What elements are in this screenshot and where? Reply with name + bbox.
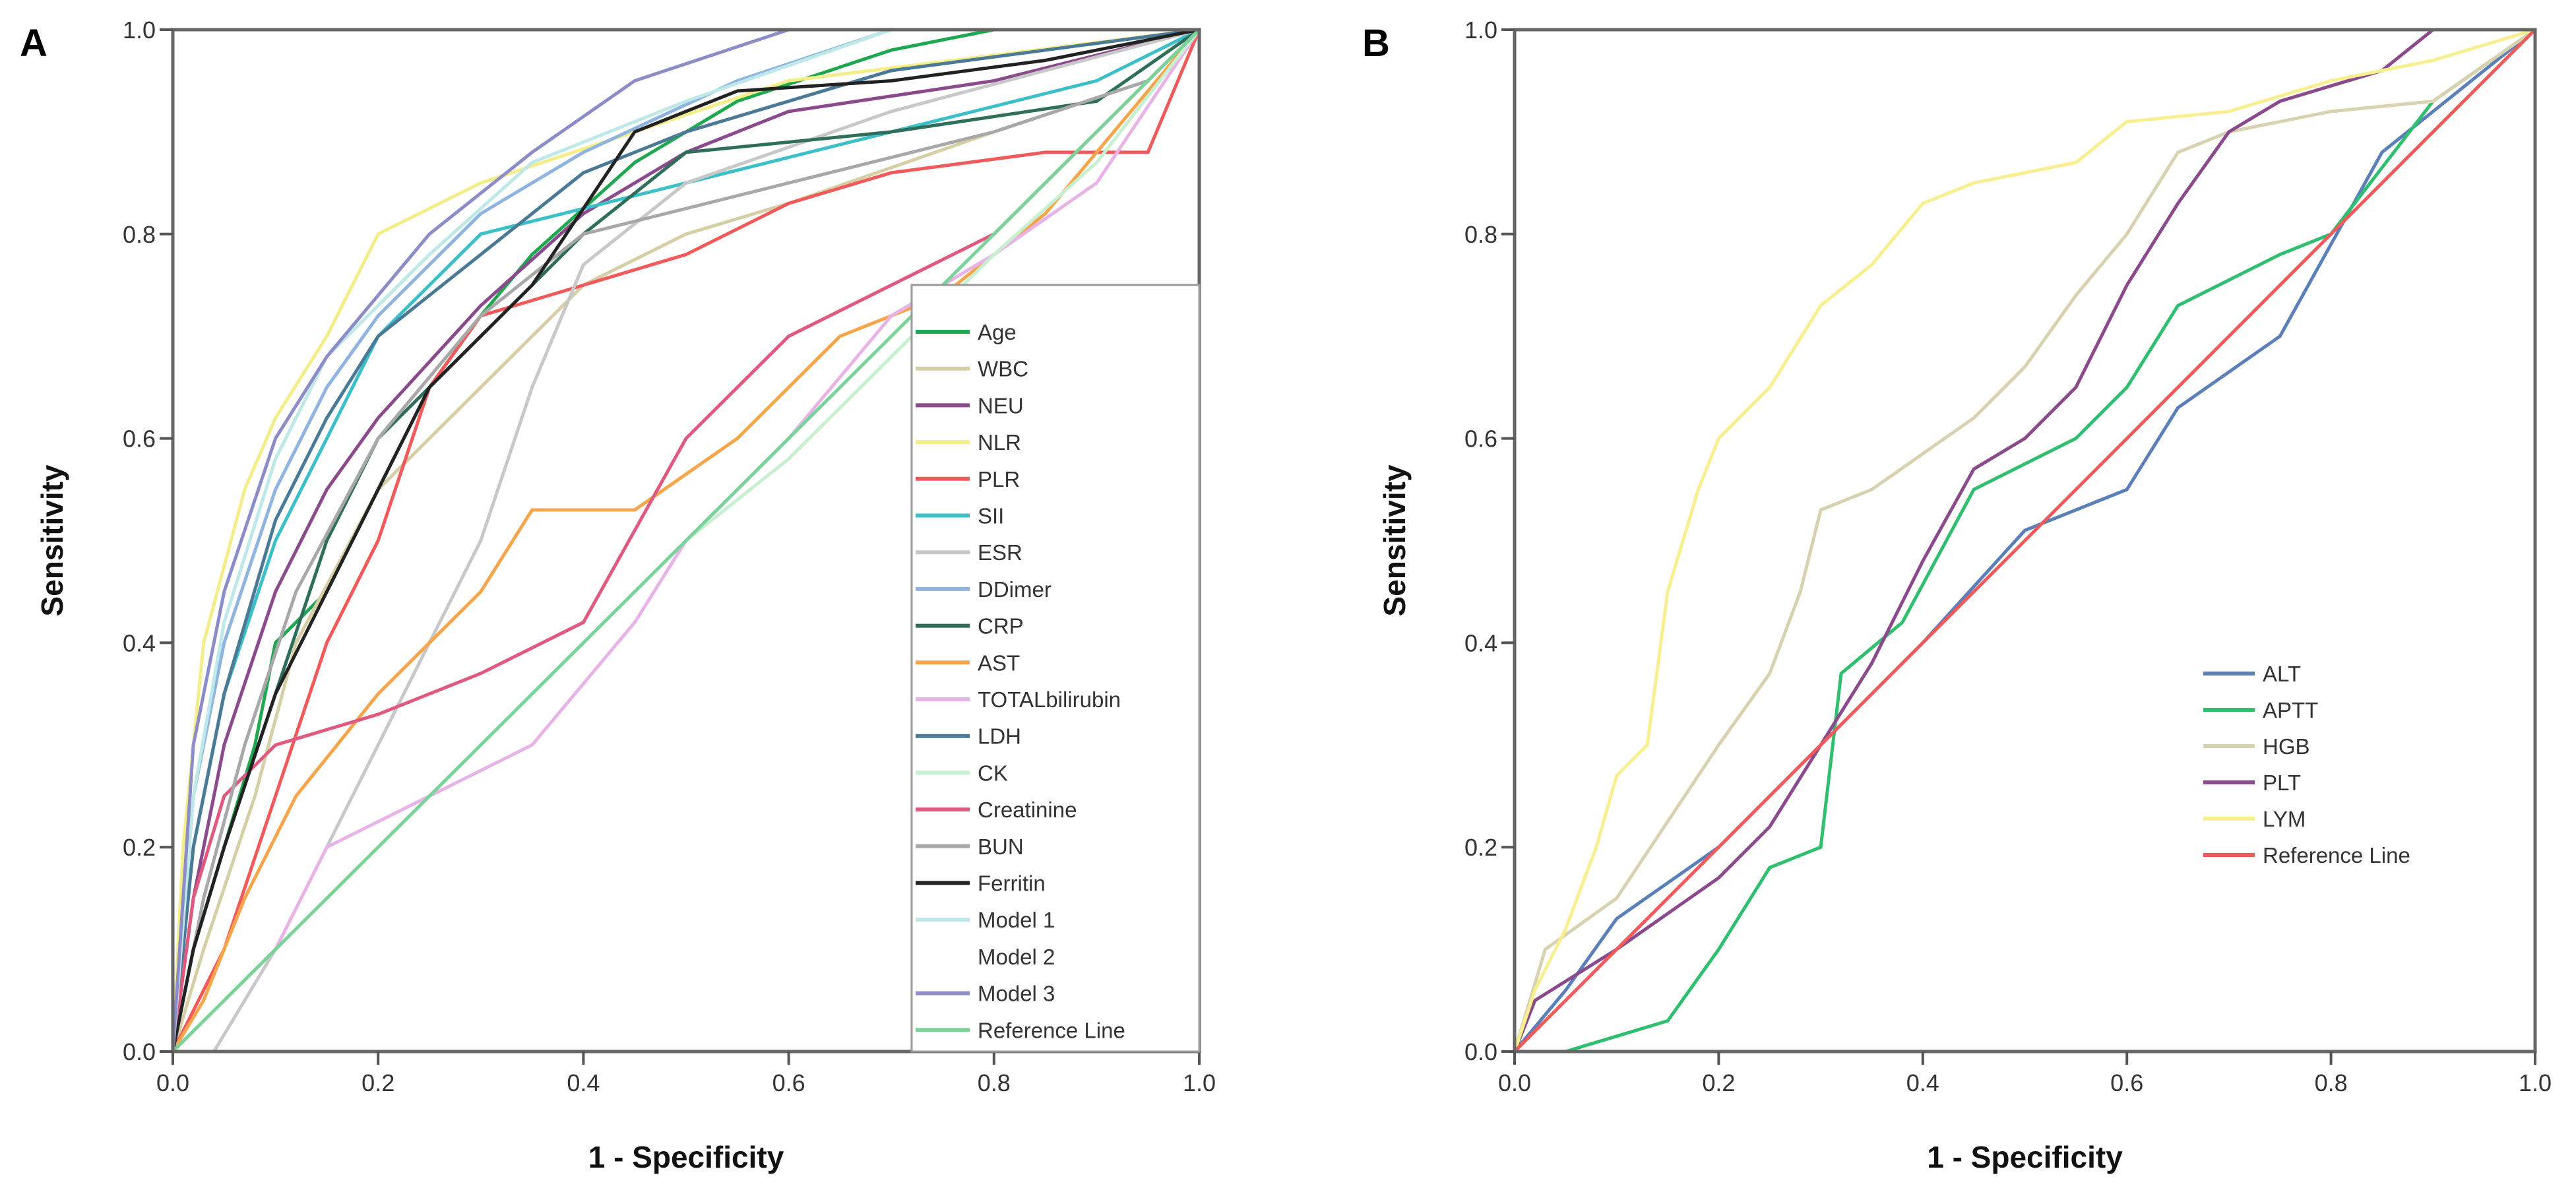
legend-label: WBC — [978, 357, 1028, 381]
series-line-esr — [173, 28, 1200, 1054]
x-tick-label: 1.0 — [1183, 1069, 1216, 1096]
legend-label: LDH — [978, 724, 1021, 749]
y-tick-label: 0.6 — [123, 425, 156, 453]
legend: ALT APTT HGB PLT LYM Reference Line — [2203, 662, 2410, 867]
x-tick-label: 0.4 — [567, 1069, 600, 1096]
series-line-lym — [1513, 28, 2536, 1052]
legend: Age WBC NEU NLR PLR SII ESR DDimer CRP AST TOTALbi… — [910, 284, 1201, 1053]
legend-label: PLR — [978, 467, 1020, 491]
legend-label: Age — [978, 320, 1017, 344]
x-tick-label: 1.0 — [2519, 1069, 2552, 1096]
y-tick-label: 0.0 — [1464, 1038, 1497, 1065]
series-line-model-3 — [171, 28, 1199, 1052]
series-line-hgb — [1513, 28, 2536, 1052]
series-line-model-1 — [171, 28, 1199, 1052]
legend-label: CK — [978, 761, 1008, 785]
series-line-aptt — [1515, 28, 2536, 1054]
legend-label: Model 3 — [978, 982, 1055, 1006]
x-axis-label: 1 - Specificity — [1927, 1140, 2123, 1174]
legend-label: Model 1 — [978, 908, 1055, 932]
legend-label: Model 2 — [978, 945, 1055, 969]
legend-label: APTT — [2263, 698, 2318, 722]
x-tick-label: 0.6 — [772, 1069, 805, 1096]
y-tick-label: 0.4 — [1464, 629, 1497, 656]
x-tick-label: 0.0 — [1498, 1069, 1531, 1096]
chart-panel-a: A 0.00.0 0.2 0.2 0.4 0.4 0.6 0.6 0.8 0.8 1.0 1.0 1 -… — [20, 16, 1216, 1174]
legend-label: TOTALbilirubin — [978, 687, 1121, 712]
legend-label: CRP — [978, 614, 1024, 639]
legend-box — [910, 284, 1201, 1053]
y-tick-label: 0.8 — [123, 221, 156, 248]
legend-label: ESR — [978, 540, 1022, 565]
y-tick-label: 0.6 — [1464, 425, 1497, 453]
x-tick-label: 0.2 — [361, 1069, 394, 1096]
y-tick-label: 1.0 — [123, 16, 156, 44]
legend-label: Ferritin — [978, 871, 1046, 896]
legend-label: SII — [978, 504, 1004, 528]
x-tick-label: 0.8 — [2315, 1069, 2348, 1096]
legend-label: HGB — [2263, 734, 2310, 759]
legend-label: BUN — [978, 834, 1024, 859]
y-tick-label: 0.2 — [1464, 834, 1497, 861]
plot-frame — [1513, 28, 2537, 1054]
x-tick-label: 0.8 — [978, 1069, 1011, 1096]
y-tick-label: 0.2 — [123, 834, 156, 861]
x-tick-label: 0.0 — [156, 1069, 189, 1096]
chart-panel-b: B 0.00.0 0.2 0.2 0.4 0.4 0.6 0.6 0.8 0.8 1.0 1.0 1 -… — [1362, 16, 2552, 1174]
series-line-ferritin — [171, 28, 1200, 1052]
series-line-nlr — [171, 28, 1200, 1052]
series-line-neu — [171, 28, 1200, 1052]
y-tick-label: 0.4 — [123, 629, 156, 656]
series-line-reference-line — [1513, 28, 2536, 1053]
legend-label: PLT — [2263, 771, 2301, 795]
y-axis-label: Sensitivity — [35, 464, 69, 617]
x-tick-label: 0.2 — [1702, 1069, 1735, 1096]
legend-label: Creatinine — [978, 798, 1077, 822]
series-line-creatinine — [171, 28, 1201, 1052]
y-axis-label: Sensitivity — [1377, 464, 1412, 617]
y-tick-label: 0.8 — [1464, 221, 1497, 248]
panel-label: A — [20, 22, 47, 65]
y-tick-label: 1.0 — [1464, 16, 1497, 44]
legend-label: AST — [978, 650, 1020, 675]
y-tick-label: 0.0 — [123, 1038, 156, 1065]
series-line-alt — [1513, 28, 2536, 1053]
x-axis-label: 1 - Specificity — [588, 1140, 784, 1174]
series-line-plt — [1513, 28, 2535, 1052]
legend-label: DDimer — [978, 577, 1052, 602]
x-tick-label: 0.4 — [1906, 1069, 1939, 1096]
series-line-ldh — [171, 28, 1200, 1052]
legend-label: Reference Line — [978, 1018, 1125, 1042]
legend-label: Reference Line — [2263, 843, 2410, 867]
legend-label: ALT — [2263, 662, 2301, 686]
legend-label: LYM — [2263, 807, 2306, 831]
legend-label: NLR — [978, 430, 1021, 455]
panel-label: B — [1362, 22, 1390, 65]
legend-label: NEU — [978, 393, 1024, 418]
x-tick-label: 0.6 — [2110, 1069, 2143, 1096]
series-line-reference-line — [172, 28, 1201, 1053]
series-line-bun — [171, 28, 1201, 1052]
series-line-plr — [171, 29, 1201, 1053]
